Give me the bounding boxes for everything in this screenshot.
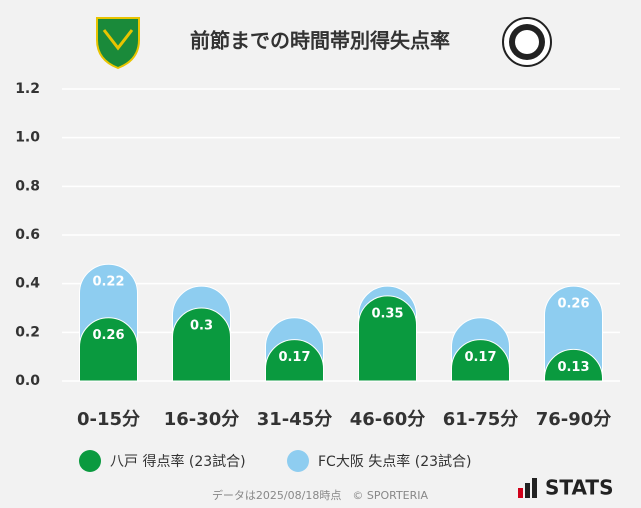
legend: 八戸 得点率 (23試合) FC大阪 失点率 (23試合) (79, 450, 471, 472)
x-tick-label: 46-60分 (350, 409, 426, 430)
bar (172, 307, 231, 382)
data-label: 0.17 (278, 350, 310, 365)
data-label: 0.26 (557, 297, 589, 312)
y-tick-label: 0.4 (15, 276, 40, 292)
y-tick-label: 0.8 (15, 178, 40, 194)
away-logo (502, 17, 552, 67)
x-tick-label: 61-75分 (443, 409, 519, 430)
legend-label: FC大阪 失点率 (23試合) (318, 453, 471, 470)
y-tick-label: 1.2 (15, 81, 40, 97)
data-label: 0.13 (557, 360, 589, 375)
data-label: 0.17 (464, 350, 496, 365)
legend-swatch (287, 450, 309, 472)
data-label: 0.22 (92, 275, 124, 290)
y-tick-label: 1.0 (15, 130, 40, 146)
bar (79, 317, 138, 382)
y-tick-label: 0.0 (15, 373, 40, 389)
legend-label: 八戸 得点率 (23試合) (110, 453, 246, 470)
y-tick-label: 0.6 (15, 227, 40, 243)
bar (451, 339, 510, 382)
y-tick-label: 0.2 (15, 324, 40, 340)
x-tick-label: 31-45分 (257, 409, 333, 430)
home-logo (96, 17, 140, 70)
data-label: 0.26 (92, 328, 124, 343)
bar (358, 295, 417, 382)
bar (544, 348, 603, 382)
chart-title: 前節までの時間帯別得失点率 (190, 29, 450, 53)
x-tick-label: 0-15分 (77, 409, 140, 430)
footnote: データは2025/08/18時点 © SPORTERIA (212, 488, 429, 502)
brand-logo: STATS (518, 476, 613, 500)
bar (265, 339, 324, 382)
data-label: 0.35 (371, 306, 403, 321)
x-tick-label: 16-30分 (164, 409, 240, 430)
brand: STATS (545, 476, 613, 500)
x-tick-label: 76-90分 (536, 409, 612, 430)
legend-swatch (79, 450, 101, 472)
data-label: 0.3 (190, 319, 213, 334)
